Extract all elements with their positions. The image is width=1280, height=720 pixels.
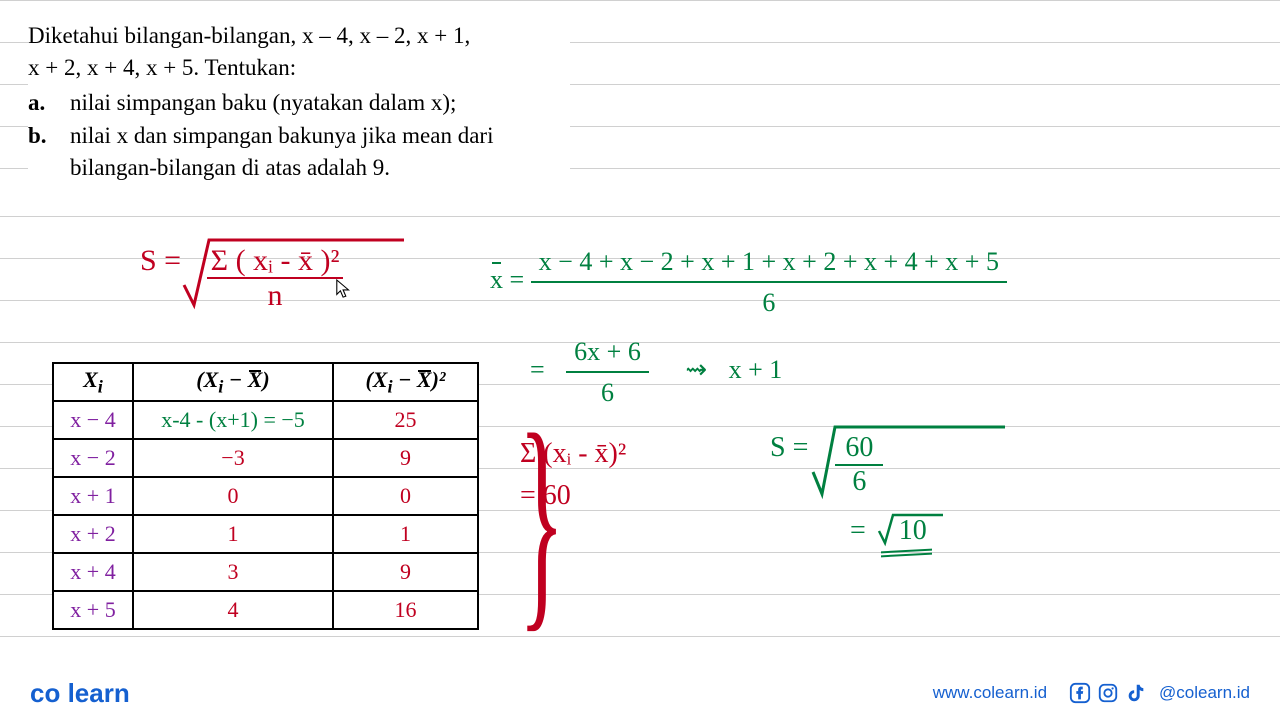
- sum-line-2: = 60: [520, 480, 626, 512]
- footer-url: www.colearn.id: [933, 683, 1047, 703]
- sqrt-symbol-2: [810, 422, 1010, 507]
- social-icons: @colearn.id: [1069, 682, 1250, 704]
- cell-xi: x + 5: [53, 591, 133, 629]
- s-result-lhs: S =: [770, 432, 808, 463]
- question-b-text: nilai x dan simpangan bakunya jika mean …: [70, 120, 570, 184]
- table-row: x + 439: [53, 553, 478, 591]
- deviation-table: Xi (Xi − X) (Xi − X)² x − 4x-4 - (x+1) =…: [52, 362, 479, 630]
- question-b-label: b.: [28, 120, 70, 184]
- mean-numerator-2: 6x + 6: [566, 332, 649, 373]
- facebook-icon: [1069, 682, 1091, 704]
- cell-diff: −3: [133, 439, 333, 477]
- table-row: x + 5416: [53, 591, 478, 629]
- s-result-eq2: =: [850, 515, 866, 546]
- cell-diff: 4: [133, 591, 333, 629]
- footer-bar: co learn www.colearn.id @colearn.id: [0, 666, 1280, 720]
- cell-sq: 1: [333, 515, 478, 553]
- table-header-xi: Xi: [53, 363, 133, 401]
- mean-lhs: x: [490, 260, 503, 299]
- question-a-text: nilai simpangan baku (nyatakan dalam x);: [70, 87, 456, 119]
- cell-xi: x − 4: [53, 401, 133, 439]
- mean-eq2: =: [530, 355, 545, 384]
- curly-brace-icon: }: [519, 398, 565, 638]
- mean-result: x + 1: [729, 355, 783, 384]
- cell-diff: x-4 - (x+1) = −5: [133, 401, 333, 439]
- tiktok-icon: [1125, 682, 1147, 704]
- mouse-cursor-icon: [335, 278, 353, 300]
- cell-sq: 9: [333, 439, 478, 477]
- footer-handle: @colearn.id: [1159, 683, 1250, 703]
- colearn-logo: co learn: [30, 678, 130, 709]
- cell-xi: x − 2: [53, 439, 133, 477]
- s-result-final: 10: [881, 515, 927, 546]
- cell-xi: x + 2: [53, 515, 133, 553]
- mean-numerator: x − 4 + x − 2 + x + 1 + x + 2 + x + 4 + …: [531, 242, 1007, 283]
- cell-sq: 25: [333, 401, 478, 439]
- table-row: x + 211: [53, 515, 478, 553]
- std-dev-result: S = 60 6 = 10: [770, 430, 927, 547]
- sum-line-1: Σ (xᵢ - x̄)²: [520, 438, 626, 470]
- problem-statement: Diketahui bilangan-bilangan, x – 4, x – …: [28, 20, 570, 189]
- cell-sq: 0: [333, 477, 478, 515]
- mean-denominator: 6: [754, 283, 783, 322]
- cell-diff: 0: [133, 477, 333, 515]
- cell-sq: 16: [333, 591, 478, 629]
- mean-calculation: x = x − 4 + x − 2 + x + 1 + x + 2 + x + …: [490, 242, 1007, 412]
- cell-diff: 1: [133, 515, 333, 553]
- problem-line-2: x + 2, x + 4, x + 5. Tentukan:: [28, 52, 570, 84]
- cell-xi: x + 1: [53, 477, 133, 515]
- instagram-icon: [1097, 682, 1119, 704]
- sum-calculation: Σ (xᵢ - x̄)² = 60: [520, 438, 626, 512]
- problem-line-1: Diketahui bilangan-bilangan, x – 4, x – …: [28, 20, 570, 52]
- table-row: x − 2−39: [53, 439, 478, 477]
- std-dev-formula: S = Σ ( xᵢ - x̄ )² n: [140, 240, 357, 316]
- table-row: x − 4x-4 - (x+1) = −525: [53, 401, 478, 439]
- cell-diff: 3: [133, 553, 333, 591]
- formula-lhs: S =: [140, 244, 181, 277]
- table-row: x + 100: [53, 477, 478, 515]
- table-header-diff: (Xi − X): [133, 363, 333, 401]
- sqrt-symbol: [179, 230, 409, 320]
- cell-sq: 9: [333, 553, 478, 591]
- question-a-label: a.: [28, 87, 70, 119]
- arrow-icon: ⇝: [685, 355, 707, 384]
- mean-denominator-2: 6: [593, 373, 622, 412]
- cell-xi: x + 4: [53, 553, 133, 591]
- table-header-sq: (Xi − X)²: [333, 363, 478, 401]
